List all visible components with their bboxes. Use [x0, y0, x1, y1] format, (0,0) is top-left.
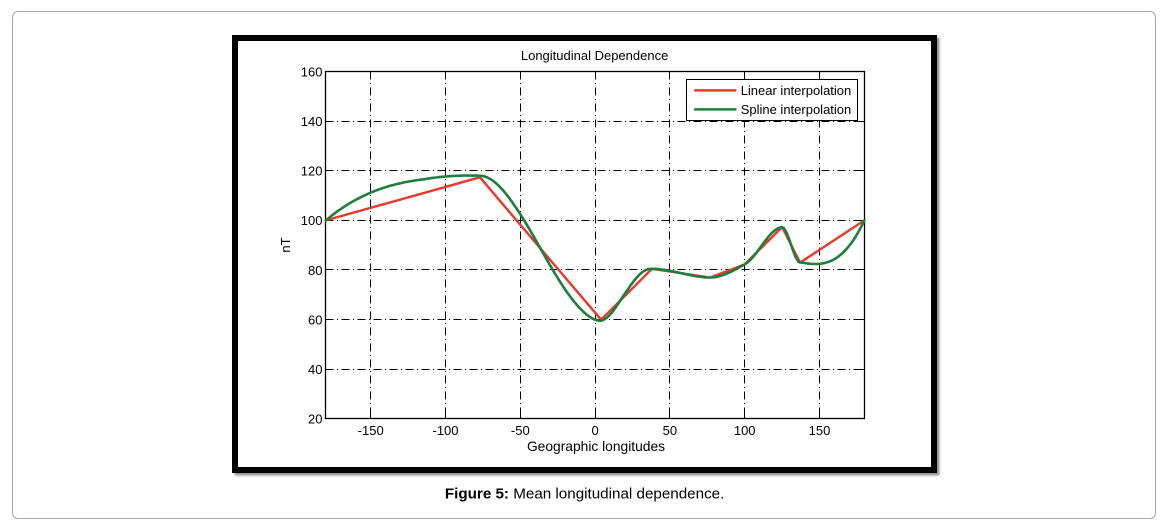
- svg-text:40: 40: [308, 362, 322, 377]
- svg-text:-50: -50: [511, 423, 530, 438]
- svg-text:50: 50: [663, 423, 677, 438]
- svg-text:Geographic longitudes: Geographic longitudes: [527, 439, 665, 454]
- svg-text:-150: -150: [358, 423, 384, 438]
- svg-text:-100: -100: [432, 423, 458, 438]
- svg-text:140: 140: [301, 114, 323, 129]
- svg-text:120: 120: [301, 164, 323, 179]
- svg-text:60: 60: [308, 313, 322, 328]
- svg-text:nT: nT: [278, 237, 293, 252]
- svg-text:Spline interpolation: Spline interpolation: [741, 102, 852, 117]
- svg-text:100: 100: [301, 213, 323, 228]
- svg-text:150: 150: [809, 423, 831, 438]
- svg-text:Figure 5: Mean longitudinal de: Figure 5: Mean longitudinal dependence.: [445, 486, 724, 503]
- svg-text:0: 0: [591, 423, 598, 438]
- svg-text:100: 100: [734, 423, 756, 438]
- svg-text:Longitudinal Dependence: Longitudinal Dependence: [521, 48, 668, 63]
- svg-text:Linear interpolation: Linear interpolation: [741, 83, 852, 98]
- svg-text:160: 160: [301, 64, 323, 79]
- svg-text:20: 20: [308, 412, 322, 427]
- svg-text:80: 80: [308, 263, 322, 278]
